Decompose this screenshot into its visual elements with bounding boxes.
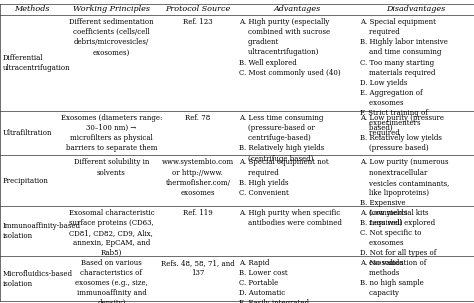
Text: Based on various
characteristics of
exosomes (e.g., size,
immunoaffinity and
den: Based on various characteristics of exos…	[75, 259, 148, 303]
Text: A. Special equipment not
    required
B. High yields
C. Convenient: A. Special equipment not required B. Hig…	[239, 158, 329, 197]
Text: Different solubility in
solvents: Different solubility in solvents	[73, 158, 149, 177]
Text: Exosomes (diameters range:
30–100 nm) →
microfilters as physical
barriers to sep: Exosomes (diameters range: 30–100 nm) → …	[61, 114, 162, 152]
Text: A. No validation of
    methods
B. no high sample
    capacity: A. No validation of methods B. no high s…	[360, 259, 427, 297]
Text: Ref. 119: Ref. 119	[183, 208, 213, 217]
Text: Differential
ultracentrifugation: Differential ultracentrifugation	[2, 54, 70, 72]
Text: Different sedimentation
coefficients (cells/cell
debris/microvesicles/
exosomes): Different sedimentation coefficients (ce…	[69, 18, 154, 56]
Text: Advantages: Advantages	[274, 5, 321, 13]
Text: www.systembio.com
or http://www.
thermofisher.com/
exosomes: www.systembio.com or http://www. thermof…	[162, 158, 234, 197]
Text: Ref. 123: Ref. 123	[183, 18, 213, 26]
Text: Disadvantages: Disadvantages	[386, 5, 446, 13]
Text: Protocol Source: Protocol Source	[165, 5, 230, 13]
Text: Refs. 48, 58, 71, and
137: Refs. 48, 58, 71, and 137	[161, 259, 235, 277]
Text: Immunoaffinity-based
isolation: Immunoaffinity-based isolation	[2, 221, 81, 240]
Text: Exosomal characteristic
surface proteins (CD63,
CD81, CD82, CD9, Alix,
annexin, : Exosomal characteristic surface proteins…	[69, 208, 154, 257]
Text: A. Less time consuming
    (pressure-based or
    centrifuge-based)
B. Relativel: A. Less time consuming (pressure-based o…	[239, 114, 325, 162]
Text: A. Low yields
B. Less well explored
C. Not specific to
    exosomes
D. Not for a: A. Low yields B. Less well explored C. N…	[360, 208, 437, 267]
Text: A. Rapid
B. Lower cost
C. Portable
D. Automatic
E. Easily integrated: A. Rapid B. Lower cost C. Portable D. Au…	[239, 259, 310, 303]
Text: Working Principles: Working Principles	[73, 5, 150, 13]
Text: A. Low purity (numerous
    nonextracellular
    vesicles contaminants,
    like: A. Low purity (numerous nonextracellular…	[360, 158, 450, 227]
Text: A. Special equipment
    required
B. Highly labor intensive
    and time consumi: A. Special equipment required B. Highly …	[360, 18, 448, 137]
Text: Ultrafiltration: Ultrafiltration	[2, 129, 52, 137]
Text: Microfluidics-based
isolation: Microfluidics-based isolation	[2, 270, 73, 288]
Text: Ref. 78: Ref. 78	[185, 114, 210, 122]
Text: A. High purity (especially
    combined with sucrose
    gradient
    ultracentr: A. High purity (especially combined with…	[239, 18, 341, 77]
Text: A. Low purity (pressure
    based)
B. Relatively low yields
    (pressure based): A. Low purity (pressure based) B. Relati…	[360, 114, 444, 152]
Text: Methods: Methods	[14, 5, 50, 13]
Text: A. High purity when specific
    antibodies were combined: A. High purity when specific antibodies …	[239, 208, 342, 227]
Text: Precipitation: Precipitation	[2, 177, 48, 185]
